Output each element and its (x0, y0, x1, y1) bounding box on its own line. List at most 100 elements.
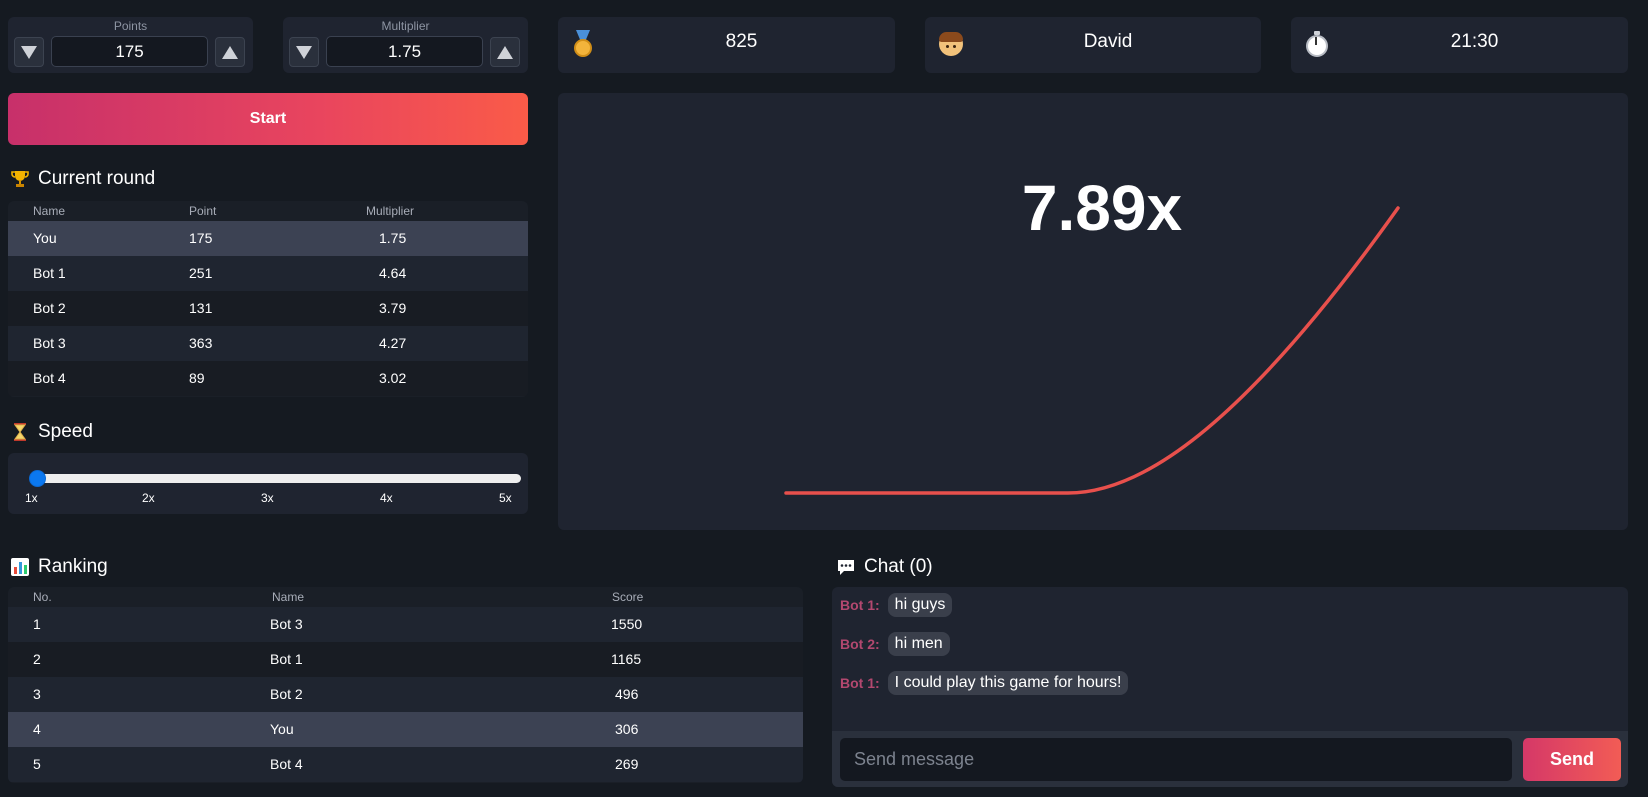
cell-name: Bot 3 (270, 616, 303, 632)
column-header-name: Name (33, 204, 66, 218)
speech-bubble-icon (838, 560, 854, 575)
table-row: 2 Bot 1 1165 (8, 642, 803, 677)
chat-input-bar: Send (832, 731, 1628, 787)
cell-point: 131 (189, 300, 213, 316)
cell-name: Bot 2 (33, 300, 66, 316)
chat-title: Chat (0) (836, 556, 933, 578)
points-input[interactable] (51, 36, 208, 67)
message-author: Bot 1: (840, 675, 880, 691)
cell-multiplier: 3.79 (379, 300, 407, 316)
cell-score: 496 (615, 686, 639, 702)
cell-multiplier: 4.64 (379, 265, 407, 281)
cell-name: You (33, 230, 57, 246)
cell-name: Bot 1 (33, 265, 66, 281)
ranking-label: Ranking (38, 556, 108, 577)
speed-slider-track[interactable] (31, 474, 521, 483)
game-canvas: 7.89x (558, 93, 1628, 530)
table-row: Bot 2 131 3.79 (8, 291, 528, 326)
cell-point: 89 (189, 370, 205, 386)
cell-rank: 5 (33, 756, 41, 772)
multiplier-curve (784, 206, 1400, 495)
current-round-table: Name Point Multiplier You 175 1.75 Bot 1… (8, 201, 528, 397)
cell-multiplier: 1.75 (379, 230, 407, 246)
column-header-score: Score (612, 590, 644, 604)
cell-multiplier: 3.02 (379, 370, 407, 386)
speed-tick: 2x (142, 491, 155, 505)
message-author: Bot 1: (840, 597, 880, 613)
table-row: You 175 1.75 (8, 221, 528, 256)
cell-name: Bot 3 (33, 335, 66, 351)
column-header-point: Point (189, 204, 217, 218)
cell-rank: 2 (33, 651, 41, 667)
chat-message: Bot 1: I could play this game for hours! (840, 671, 1129, 695)
speed-title: Speed (10, 421, 93, 443)
arrow-down-icon (21, 45, 37, 59)
speed-tick: 3x (261, 491, 274, 505)
send-button[interactable]: Send (1523, 738, 1621, 781)
table-header: No. Name Score (8, 587, 803, 607)
speed-slider-panel: 1x 2x 3x 4x 5x (8, 453, 528, 514)
cell-name: You (270, 721, 294, 737)
points-decrease-button[interactable] (14, 37, 44, 67)
table-header: Name Point Multiplier (8, 201, 528, 221)
cell-point: 363 (189, 335, 213, 351)
cell-multiplier: 4.27 (379, 335, 407, 351)
cell-point: 251 (189, 265, 213, 281)
user-avatar-icon (937, 30, 965, 58)
bar-chart-icon (11, 558, 29, 576)
message-text: I could play this game for hours! (887, 671, 1129, 695)
speed-tick: 4x (380, 491, 393, 505)
chat-label: Chat (0) (864, 556, 933, 577)
speed-tick: 5x (499, 491, 512, 505)
multiplier-display: 7.89x (1021, 172, 1183, 244)
speed-slider-thumb[interactable] (29, 470, 46, 487)
multiplier-increase-button[interactable] (490, 37, 520, 67)
points-stepper: Points (8, 17, 253, 73)
cell-rank: 1 (33, 616, 41, 632)
player-stat: David (925, 17, 1261, 73)
speed-tick: 1x (25, 491, 38, 505)
current-round-label: Current round (38, 168, 156, 189)
cell-score: 1165 (611, 651, 642, 667)
points-label: Points (113, 19, 148, 33)
multiplier-graph (784, 206, 1400, 495)
multiplier-input[interactable] (326, 36, 483, 67)
arrow-up-icon (497, 45, 513, 59)
table-row: 1 Bot 3 1550 (8, 607, 803, 642)
table-row: 3 Bot 2 496 (8, 677, 803, 712)
cell-score: 306 (615, 721, 639, 737)
table-row: 5 Bot 4 269 (8, 747, 803, 782)
cell-score: 269 (615, 756, 639, 772)
cell-point: 175 (189, 230, 213, 246)
message-text: hi guys (887, 593, 953, 617)
player-name: David (1083, 31, 1133, 52)
message-author: Bot 2: (840, 636, 880, 652)
cell-score: 1550 (611, 616, 643, 632)
current-round-title: Current round (10, 168, 155, 190)
chat-panel: Bot 1: hi guys Bot 2: hi men Bot 1: I co… (832, 587, 1628, 787)
points-increase-button[interactable] (215, 37, 245, 67)
column-header-multiplier: Multiplier (366, 204, 415, 218)
table-row: Bot 1 251 4.64 (8, 256, 528, 291)
score-value: 825 (725, 31, 758, 52)
column-header-no: No. (33, 590, 52, 604)
multiplier-label: Multiplier (381, 19, 430, 33)
cell-rank: 4 (33, 721, 41, 737)
time-stat: 21:30 (1291, 17, 1628, 73)
start-button[interactable]: Start (8, 93, 528, 145)
chat-message-input[interactable] (840, 738, 1512, 781)
chat-message: Bot 2: hi men (840, 632, 950, 656)
table-row: 4 You 306 (8, 712, 803, 747)
multiplier-stepper: Multiplier (283, 17, 528, 73)
ranking-title: Ranking (10, 556, 108, 578)
cell-name: Bot 1 (270, 651, 303, 667)
arrow-down-icon (296, 45, 312, 59)
hourglass-icon (14, 423, 26, 441)
cell-name: Bot 4 (33, 370, 66, 386)
arrow-up-icon (222, 45, 238, 59)
multiplier-decrease-button[interactable] (289, 37, 319, 67)
cell-name: Bot 2 (270, 686, 303, 702)
chat-message: Bot 1: hi guys (840, 593, 953, 617)
cell-name: Bot 4 (270, 756, 303, 772)
